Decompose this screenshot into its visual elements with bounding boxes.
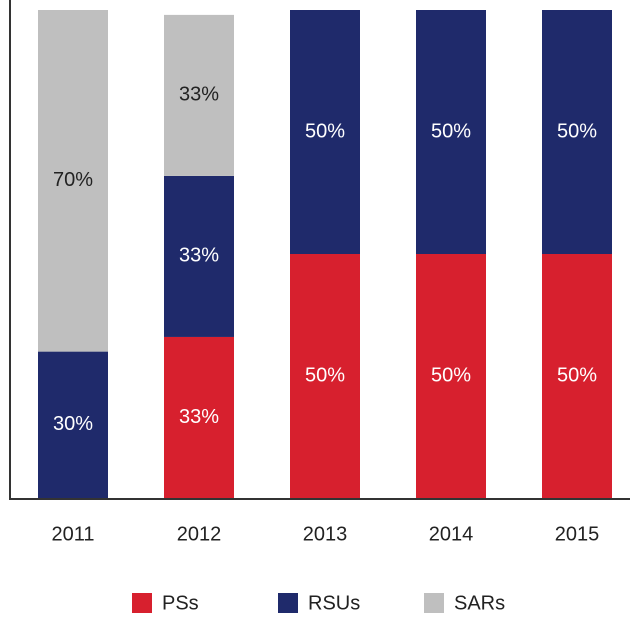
legend-label: PSs xyxy=(162,592,199,614)
data-label: 33% xyxy=(179,245,219,267)
data-label: 50% xyxy=(305,120,345,142)
data-label: 50% xyxy=(557,120,597,142)
legend-label: SARs xyxy=(454,592,505,614)
data-label: 70% xyxy=(53,169,93,191)
x-tick-label: 2012 xyxy=(177,523,222,545)
bar-segment xyxy=(542,254,612,498)
bar-segment xyxy=(164,336,234,498)
data-label: 50% xyxy=(431,364,471,386)
legend-swatch xyxy=(132,593,152,613)
bar-segment xyxy=(38,351,108,498)
bar-segment xyxy=(290,10,360,254)
bar-segment xyxy=(416,10,486,254)
x-tick-label: 2011 xyxy=(51,523,94,545)
bar-segment xyxy=(164,175,234,337)
bar-segment xyxy=(38,10,108,352)
data-label: 33% xyxy=(179,84,219,106)
x-tick-label: 2013 xyxy=(303,523,348,545)
data-label: 33% xyxy=(179,406,219,428)
x-tick-label: 2015 xyxy=(555,523,600,545)
x-tick-label: 2014 xyxy=(429,523,474,545)
data-label: 50% xyxy=(305,364,345,386)
legend-swatch xyxy=(424,593,444,613)
data-label: 50% xyxy=(557,364,597,386)
legend-label: RSUs xyxy=(308,592,360,614)
data-label: 50% xyxy=(431,120,471,142)
bar-segment xyxy=(542,10,612,254)
bar-segment xyxy=(290,254,360,498)
bar-segment xyxy=(416,254,486,498)
legend-swatch xyxy=(278,593,298,613)
data-label: 30% xyxy=(53,413,93,435)
bar-segment xyxy=(164,14,234,176)
